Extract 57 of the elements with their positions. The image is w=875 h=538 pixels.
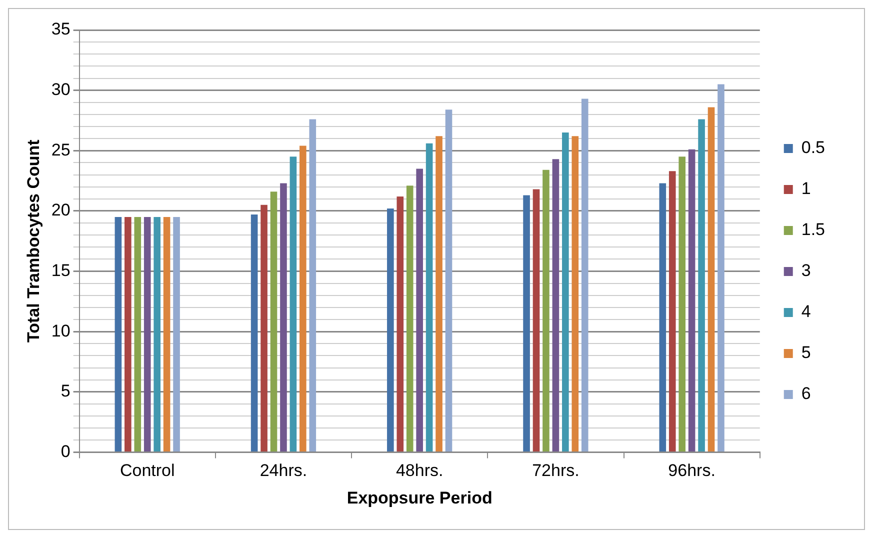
bar [134,216,142,452]
x-tick-label: Control [120,461,175,480]
bar [659,183,666,452]
bar [688,149,696,452]
bar [542,170,550,452]
x-tick-label: 48hrs. [396,461,444,480]
bar [250,214,258,452]
y-tick-label: 10 [51,321,70,340]
y-tick-label: 0 [60,442,70,461]
bar [280,183,287,452]
legend-label: 4 [801,302,811,322]
x-tick-label: 96hrs. [668,461,716,480]
legend-label: 0.5 [801,138,826,158]
bar [678,156,686,452]
legend-label: 6 [801,384,811,404]
bar [523,195,530,452]
y-tick-label: 20 [51,200,70,220]
bar [708,107,715,452]
y-axis-title: Total Trambocytes Count [24,139,43,342]
bar [144,216,151,452]
bar [698,119,705,452]
bar [572,136,579,452]
bar [396,196,404,452]
bar [154,216,160,452]
bar [416,168,423,452]
bar [581,98,588,452]
legend-label: 5 [801,343,811,362]
legend-label: 1.5 [801,220,826,240]
bar [290,156,297,452]
y-tick-label: 5 [60,382,70,401]
y-tick-label: 35 [51,20,70,39]
legend-label: 3 [801,261,811,280]
bar [387,208,394,452]
y-tick-label: 25 [51,140,70,160]
bar [260,204,268,452]
x-tick-label: 24hrs. [260,461,308,480]
x-tick-label: 72hrs. [532,461,580,480]
bar [552,159,560,452]
bar [309,119,316,452]
bar [718,84,724,452]
legend-label: 1 [801,179,811,198]
bar [124,216,132,452]
bar [426,143,433,452]
bar [270,192,278,452]
bar [436,136,442,452]
x-axis-title: Expopsure Period [346,488,492,508]
bar [173,216,180,452]
y-tick-label: 30 [51,80,70,99]
bar [406,186,414,452]
bar [532,189,540,452]
bar [445,110,452,452]
bar [668,171,676,452]
bar [163,216,170,452]
bar [114,216,122,452]
y-tick-label: 15 [51,260,70,280]
bar [562,132,569,452]
bar [300,146,306,452]
